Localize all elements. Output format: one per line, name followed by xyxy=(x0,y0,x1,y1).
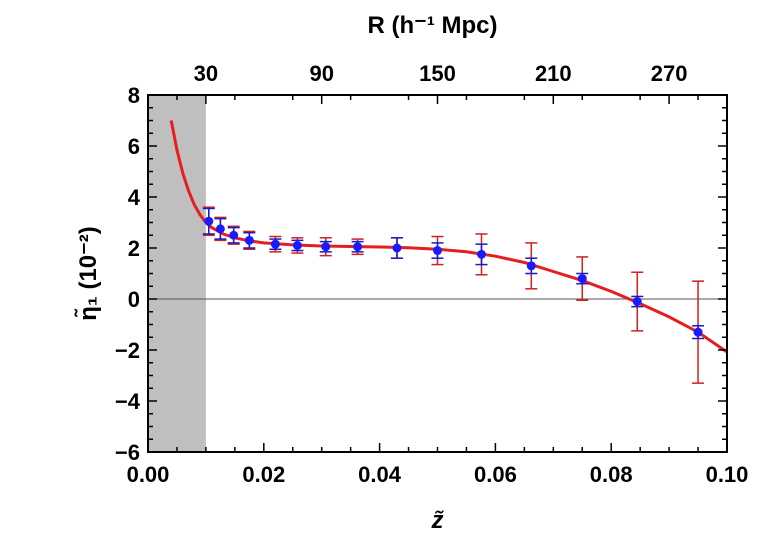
data-point-0 xyxy=(204,216,214,226)
top-tick-label: 150 xyxy=(419,61,456,86)
data-point-14 xyxy=(693,327,703,337)
top-tick-label: 30 xyxy=(194,61,218,86)
x-tick-label: 0.00 xyxy=(127,462,170,487)
data-point-7 xyxy=(353,242,363,252)
data-point-8 xyxy=(392,243,402,253)
top-axis-title: R (h⁻¹ Mpc) xyxy=(368,12,498,39)
data-points xyxy=(204,216,703,337)
y-tick-label: 2 xyxy=(128,236,140,261)
x-tick-label: 0.06 xyxy=(474,462,517,487)
data-point-9 xyxy=(433,246,442,256)
top-tick-labels: 30 90 150 210 270 xyxy=(194,61,688,86)
error-bar-6 xyxy=(319,237,332,257)
x-tick-labels: 0.00 0.02 0.04 0.06 0.08 0.10 xyxy=(127,462,749,487)
y-tick-label: 4 xyxy=(128,185,141,210)
y-tick-label: −6 xyxy=(115,440,140,465)
error-bar-3 xyxy=(243,230,256,251)
x-tick-label: 0.08 xyxy=(590,462,633,487)
error-bar-9 xyxy=(431,235,444,266)
data-point-3 xyxy=(244,235,254,245)
y-tick-label: −4 xyxy=(115,389,141,414)
top-tick-label: 270 xyxy=(651,61,688,86)
fit-curve xyxy=(169,120,728,354)
data-point-6 xyxy=(321,242,331,252)
x-tick-label: 0.10 xyxy=(706,462,749,487)
data-point-12 xyxy=(577,274,587,284)
data-point-10 xyxy=(477,249,487,259)
data-point-13 xyxy=(632,297,642,307)
plot-frame xyxy=(147,94,728,453)
x-tick-label: 0.04 xyxy=(358,462,402,487)
y-tick-label: 8 xyxy=(128,83,140,108)
error-bars xyxy=(202,206,705,384)
x-axis-title: z̃ xyxy=(431,507,445,534)
data-point-5 xyxy=(292,240,302,250)
data-point-11 xyxy=(526,261,536,271)
top-tick-label: 210 xyxy=(535,61,572,86)
y-tick-label: 0 xyxy=(128,287,140,312)
data-point-2 xyxy=(229,230,239,240)
y-tick-labels: −6 −4 −2 0 2 4 6 8 xyxy=(115,83,141,465)
y-axis-title: η̃₁ (10⁻²) xyxy=(74,226,102,321)
x-tick-label: 0.02 xyxy=(242,462,285,487)
y-tick-label: −2 xyxy=(115,338,140,363)
fit-curve-group xyxy=(169,120,728,354)
data-point-1 xyxy=(215,224,225,234)
data-point-4 xyxy=(270,239,280,249)
y-tick-label: 6 xyxy=(128,134,140,159)
top-tick-label: 90 xyxy=(309,61,333,86)
tick-marks xyxy=(147,94,728,453)
